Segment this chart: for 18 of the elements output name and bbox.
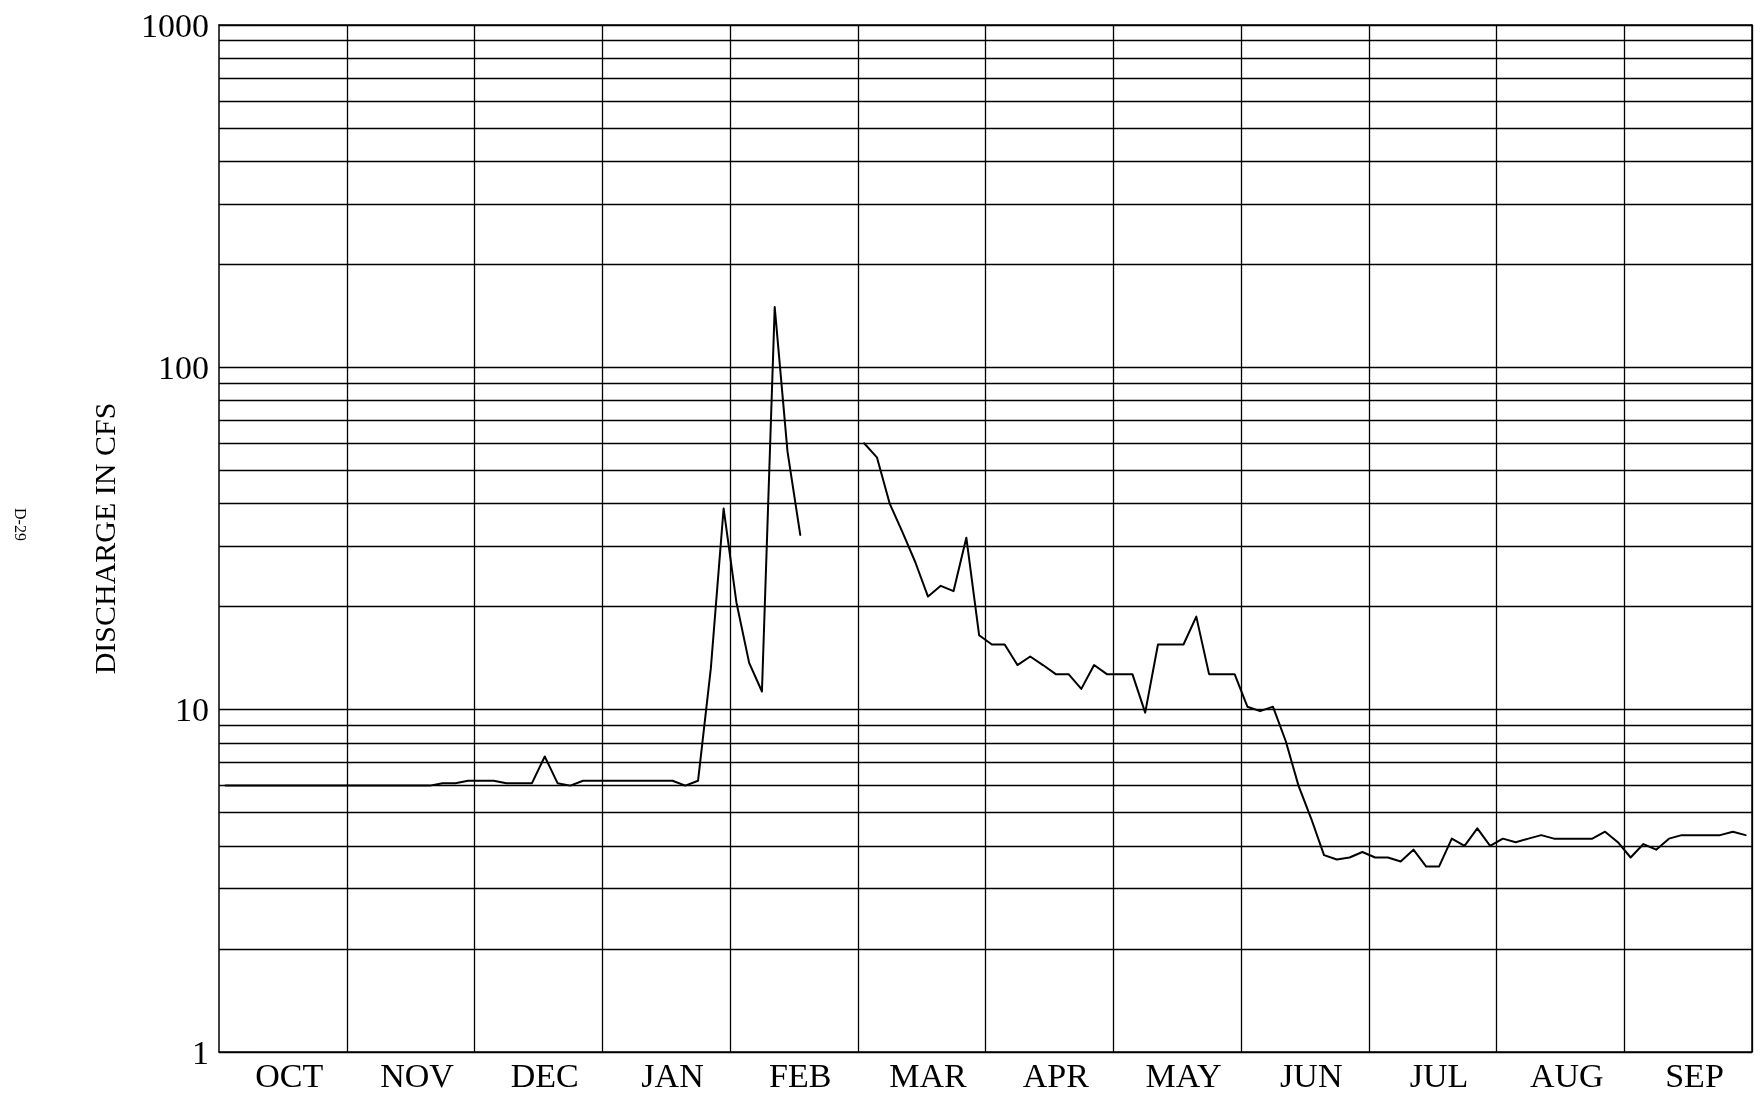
x-tick-label: JAN xyxy=(641,1056,704,1094)
x-tick-label: MAY xyxy=(1145,1056,1222,1094)
x-tick-label: SEP xyxy=(1665,1056,1724,1094)
x-tick-label: MAR xyxy=(889,1056,968,1094)
x-tick-label: FEB xyxy=(769,1056,832,1094)
x-tick-label: JUN xyxy=(1280,1056,1343,1094)
y-tick-label: 1 xyxy=(192,1033,209,1071)
x-tick-label: NOV xyxy=(380,1056,455,1094)
x-tick-label: DEC xyxy=(510,1056,579,1094)
y-tick-label: 10 xyxy=(175,691,209,729)
y-tick-label: 100 xyxy=(158,348,209,386)
x-tick-label: APR xyxy=(1022,1056,1090,1094)
x-tick-label: JUL xyxy=(1409,1056,1469,1094)
x-tick-label: AUG xyxy=(1529,1056,1604,1094)
x-tick-label: OCT xyxy=(255,1056,324,1094)
y-tick-label: 1000 xyxy=(141,6,209,44)
y-axis-title: DISCHARGE IN CFS xyxy=(87,402,121,675)
text: D-29 xyxy=(11,508,29,541)
